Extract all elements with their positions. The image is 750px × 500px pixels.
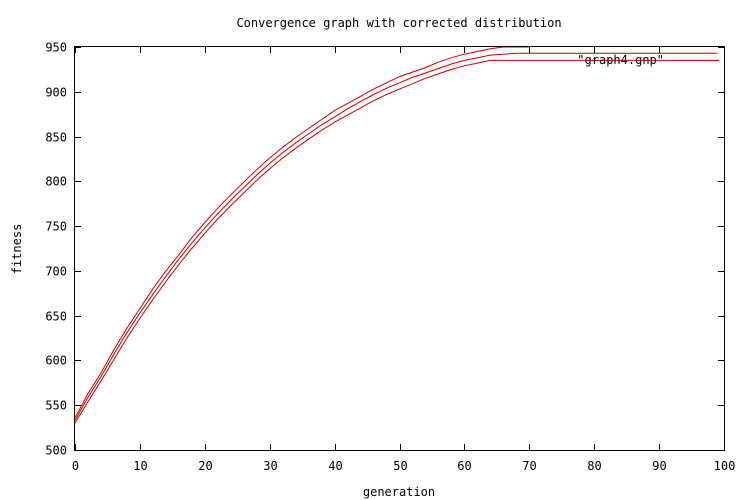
x-tick-label: 60 (457, 459, 471, 473)
x-tick-label: 50 (393, 459, 407, 473)
x-tick-label: 40 (328, 459, 342, 473)
series-line (74, 46, 530, 419)
series-line (74, 59, 718, 424)
x-tick-label: 0 (72, 459, 79, 473)
y-tick-label: 850 (45, 131, 67, 145)
series-line (74, 52, 718, 421)
x-tick-label: 10 (133, 459, 147, 473)
y-tick-label: 700 (45, 265, 67, 279)
plot-frame (74, 46, 725, 451)
y-tick-label: 500 (45, 444, 67, 458)
legend: "graph4.gnp" (577, 53, 719, 67)
chart-title: Convergence graph with corrected distrib… (236, 16, 561, 30)
x-tick-label: 100 (714, 459, 736, 473)
x-tick-label: 90 (652, 459, 666, 473)
y-tick-label: 900 (45, 86, 67, 100)
y-tick-label: 650 (45, 310, 67, 324)
x-axis-label: generation (363, 485, 435, 499)
x-tick-label: 70 (522, 459, 536, 473)
plot-lines (74, 46, 718, 424)
x-tick-label: 80 (587, 459, 601, 473)
y-tick-label: 550 (45, 399, 67, 413)
legend-label: "graph4.gnp" (577, 53, 664, 67)
y-tick-label: 600 (45, 354, 67, 368)
y-axis-label: fitness (10, 224, 24, 275)
y-tick-label: 950 (45, 41, 67, 55)
x-tick-label: 30 (263, 459, 277, 473)
axis-ticks: 0 10 20 30 40 50 60 70 80 90 100 500 550 600 650 700 750… (45, 41, 735, 474)
y-tick-label: 800 (45, 175, 67, 189)
y-tick-label: 750 (45, 220, 67, 234)
x-tick-label: 20 (198, 459, 212, 473)
